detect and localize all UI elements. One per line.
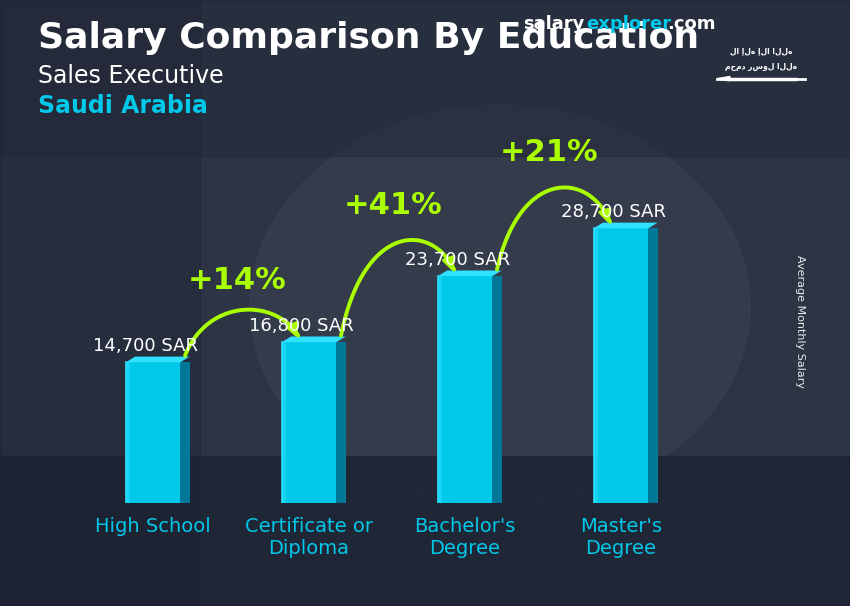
Text: Sales Executive: Sales Executive: [38, 64, 224, 88]
Polygon shape: [180, 362, 190, 503]
Bar: [593, 228, 598, 503]
Polygon shape: [126, 356, 190, 362]
Text: 23,700 SAR: 23,700 SAR: [405, 250, 510, 268]
Text: Saudi Arabia: Saudi Arabia: [38, 94, 208, 118]
Text: +41%: +41%: [343, 191, 442, 220]
Text: Average Monthly Salary: Average Monthly Salary: [795, 255, 805, 388]
Text: 14,700 SAR: 14,700 SAR: [93, 337, 198, 355]
Polygon shape: [438, 270, 501, 276]
Ellipse shape: [250, 106, 750, 506]
Polygon shape: [281, 336, 346, 342]
Bar: [0, 456, 850, 606]
Text: لا إله إلا الله: لا إله إلا الله: [730, 46, 792, 55]
Text: 16,800 SAR: 16,800 SAR: [249, 316, 354, 335]
Polygon shape: [492, 276, 502, 503]
Bar: [126, 362, 180, 503]
Bar: [593, 228, 649, 503]
Text: .com: .com: [667, 15, 716, 33]
Polygon shape: [717, 76, 730, 81]
Text: +14%: +14%: [188, 267, 286, 295]
Bar: [281, 342, 286, 503]
Bar: [438, 276, 492, 503]
Bar: [281, 342, 337, 503]
Bar: [126, 362, 130, 503]
Polygon shape: [593, 222, 658, 228]
Text: explorer: explorer: [586, 15, 672, 33]
Text: Salary Comparison By Education: Salary Comparison By Education: [38, 21, 700, 55]
Text: +21%: +21%: [500, 138, 598, 167]
Text: 28,700 SAR: 28,700 SAR: [561, 203, 666, 221]
Polygon shape: [337, 342, 346, 503]
Bar: [0, 0, 850, 156]
Bar: [0, 0, 200, 606]
Polygon shape: [649, 228, 658, 503]
Text: محمد رسول الله: محمد رسول الله: [725, 62, 797, 70]
Text: salary: salary: [523, 15, 584, 33]
Bar: [438, 276, 442, 503]
